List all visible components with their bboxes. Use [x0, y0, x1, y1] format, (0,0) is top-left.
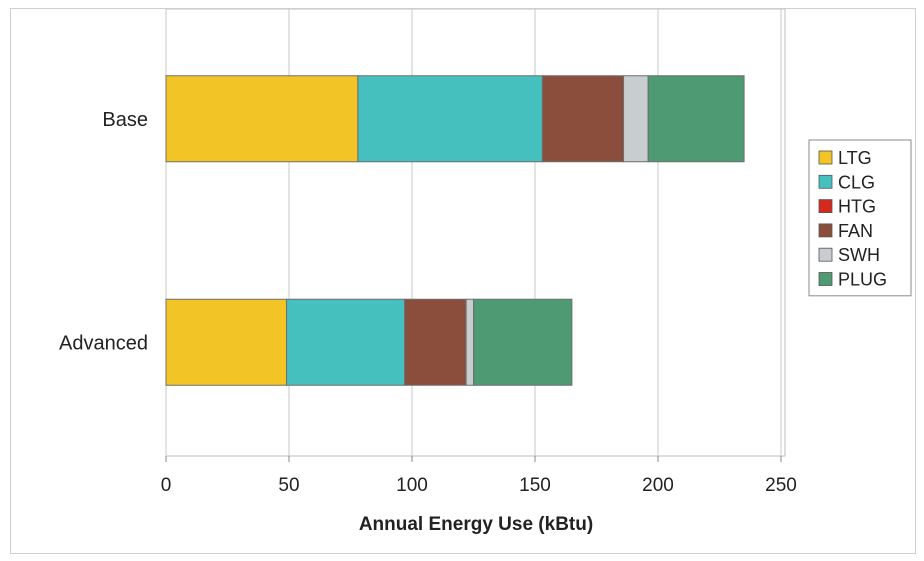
x-tick-label: 250 — [765, 475, 797, 496]
category-label: Base — [102, 109, 148, 131]
x-tick-label: 100 — [396, 475, 428, 496]
bar-segment-plug — [473, 298, 573, 386]
bar-segment-plug — [647, 75, 745, 163]
legend-label: SWH — [838, 245, 880, 265]
bar-segment-clg — [286, 298, 406, 386]
bar-segment-fan — [404, 298, 467, 386]
bar-segment-ltg — [165, 298, 288, 386]
category-label: Advanced — [59, 332, 148, 354]
legend-label: FAN — [838, 221, 873, 241]
legend-swatch-fan — [818, 223, 833, 238]
legend-label: PLUG — [838, 270, 887, 290]
legend: LTG CLG HTG FAN SWH PLUG — [808, 139, 912, 297]
stacked-bar-chart: Base Advanced 0 50 100 150 200 250 Annual Ener… — [59, 9, 912, 535]
legend-swatch-plug — [818, 272, 833, 286]
bar-segment-clg — [357, 75, 543, 163]
x-tick-labels: 0 50 100 150 200 250 — [161, 475, 797, 496]
x-tick-label: 200 — [642, 475, 674, 496]
legend-swatch-swh — [818, 247, 833, 262]
x-tick-label: 50 — [278, 475, 299, 496]
bar-segment-ltg — [165, 75, 359, 163]
bars — [165, 75, 745, 386]
x-tick-label: 0 — [161, 475, 172, 496]
legend-label: HTG — [838, 197, 876, 217]
bar-segment-swh — [465, 298, 474, 386]
legend-box — [808, 139, 912, 297]
legend-swatch-clg — [818, 174, 833, 189]
legend-label: CLG — [838, 172, 875, 192]
legend-swatch-ltg — [818, 150, 833, 165]
bar-segment-swh — [623, 75, 649, 163]
x-axis-label: Annual Energy Use (kBtu) — [359, 514, 593, 535]
category-labels: Base Advanced — [59, 109, 148, 355]
legend-swatch-htg — [818, 199, 833, 214]
bar-segment-fan — [541, 75, 625, 163]
legend-label: LTG — [838, 148, 872, 168]
x-tick-label: 150 — [519, 475, 551, 496]
chart-frame: Base Advanced 0 50 100 150 200 250 Annual Ener… — [10, 8, 916, 554]
